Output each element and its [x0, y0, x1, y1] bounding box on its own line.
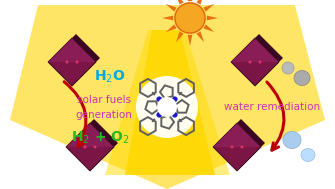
- Text: H$_2$ + O$_2$: H$_2$ + O$_2$: [71, 130, 129, 146]
- Circle shape: [66, 60, 68, 64]
- Polygon shape: [282, 62, 294, 74]
- Polygon shape: [70, 119, 118, 167]
- Circle shape: [157, 97, 177, 117]
- Polygon shape: [203, 4, 214, 12]
- Circle shape: [156, 112, 162, 118]
- Polygon shape: [125, 30, 215, 175]
- Circle shape: [156, 96, 162, 102]
- Polygon shape: [231, 38, 279, 86]
- Circle shape: [75, 60, 78, 64]
- Polygon shape: [294, 70, 310, 85]
- Ellipse shape: [136, 76, 198, 138]
- Circle shape: [172, 112, 178, 118]
- Polygon shape: [66, 123, 114, 147]
- Polygon shape: [105, 30, 230, 175]
- Polygon shape: [188, 0, 192, 1]
- Circle shape: [175, 3, 205, 33]
- Polygon shape: [48, 38, 96, 86]
- Polygon shape: [196, 0, 204, 5]
- Circle shape: [230, 146, 233, 149]
- Polygon shape: [48, 38, 96, 62]
- Circle shape: [93, 146, 96, 149]
- Polygon shape: [176, 0, 184, 5]
- Polygon shape: [213, 123, 261, 171]
- Text: solar fuels: solar fuels: [77, 95, 131, 105]
- Polygon shape: [283, 132, 301, 149]
- Circle shape: [83, 146, 86, 149]
- Circle shape: [172, 96, 178, 102]
- Polygon shape: [203, 24, 214, 32]
- Circle shape: [259, 60, 262, 64]
- Polygon shape: [162, 16, 173, 20]
- Text: H$_2$O: H$_2$O: [94, 69, 126, 85]
- Polygon shape: [235, 34, 283, 82]
- Polygon shape: [66, 123, 114, 171]
- Polygon shape: [231, 38, 279, 62]
- Polygon shape: [10, 5, 325, 189]
- Polygon shape: [166, 4, 177, 12]
- Circle shape: [249, 60, 252, 64]
- Circle shape: [241, 146, 244, 149]
- Circle shape: [174, 2, 206, 34]
- Text: water remediation: water remediation: [224, 102, 320, 112]
- Polygon shape: [207, 16, 218, 20]
- Polygon shape: [301, 149, 315, 161]
- Polygon shape: [52, 34, 100, 82]
- Polygon shape: [188, 35, 192, 46]
- Text: generation: generation: [76, 110, 132, 120]
- Polygon shape: [176, 31, 184, 42]
- Polygon shape: [213, 123, 261, 147]
- Polygon shape: [217, 119, 265, 167]
- Polygon shape: [166, 24, 177, 32]
- Polygon shape: [196, 31, 204, 42]
